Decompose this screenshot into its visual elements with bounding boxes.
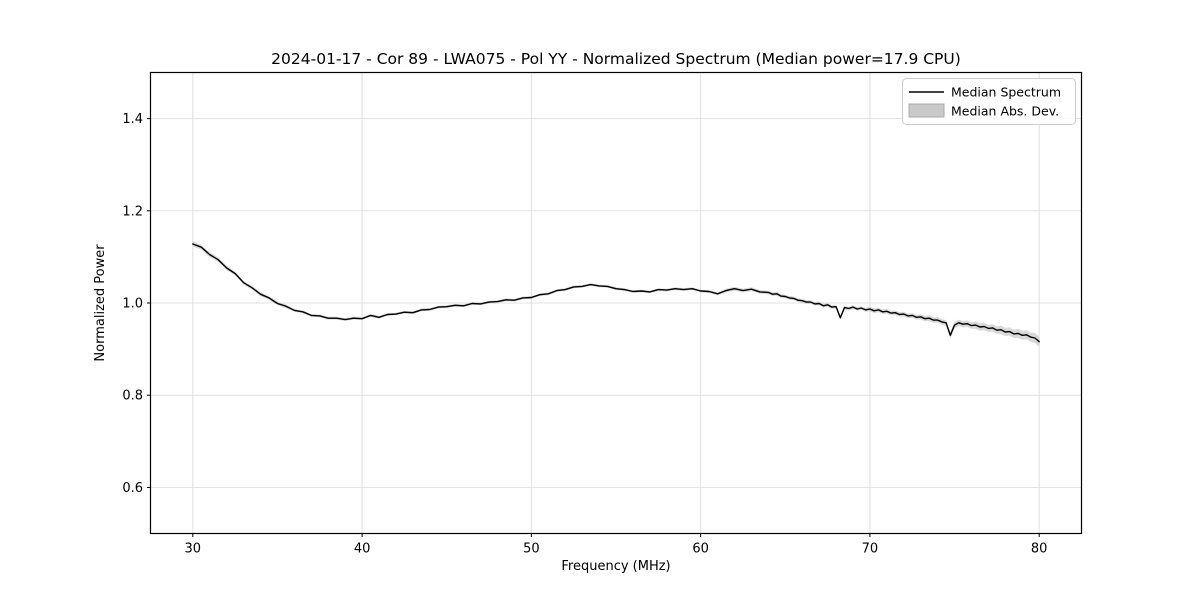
x-tick-label: 40 — [354, 542, 371, 557]
tick-marks — [147, 118, 1040, 537]
legend-label-median-spectrum: Median Spectrum — [951, 85, 1061, 100]
y-tick-label: 1.2 — [122, 204, 143, 219]
chart-title: 2024-01-17 - Cor 89 - LWA075 - Pol YY - … — [271, 50, 961, 68]
y-tick-label: 1.0 — [122, 297, 143, 312]
y-tick-label: 0.8 — [122, 389, 143, 404]
x-tick-label: 80 — [1031, 542, 1048, 557]
legend-box — [902, 78, 1076, 125]
legend-label-median-abs-dev: Median Abs. Dev. — [951, 104, 1059, 119]
x-tick-labels: 30 40 50 60 70 80 — [185, 542, 1048, 557]
x-axis-label: Frequency (MHz) — [561, 559, 670, 574]
x-tick-label: 60 — [692, 542, 709, 557]
y-axis-label: Normalized Power — [93, 244, 108, 362]
median-spectrum-line — [192, 243, 1040, 343]
legend-patch-sample — [908, 103, 945, 118]
y-tick-labels: 0.6 0.8 1.0 1.2 1.4 — [122, 112, 143, 496]
x-tick-label: 30 — [185, 542, 202, 557]
y-tick-label: 1.4 — [122, 112, 143, 127]
y-tick-label: 0.6 — [122, 481, 143, 496]
x-tick-label: 50 — [523, 542, 540, 557]
legend: Median Spectrum Median Abs. Dev. — [902, 78, 1076, 125]
x-tick-label: 70 — [862, 542, 879, 557]
